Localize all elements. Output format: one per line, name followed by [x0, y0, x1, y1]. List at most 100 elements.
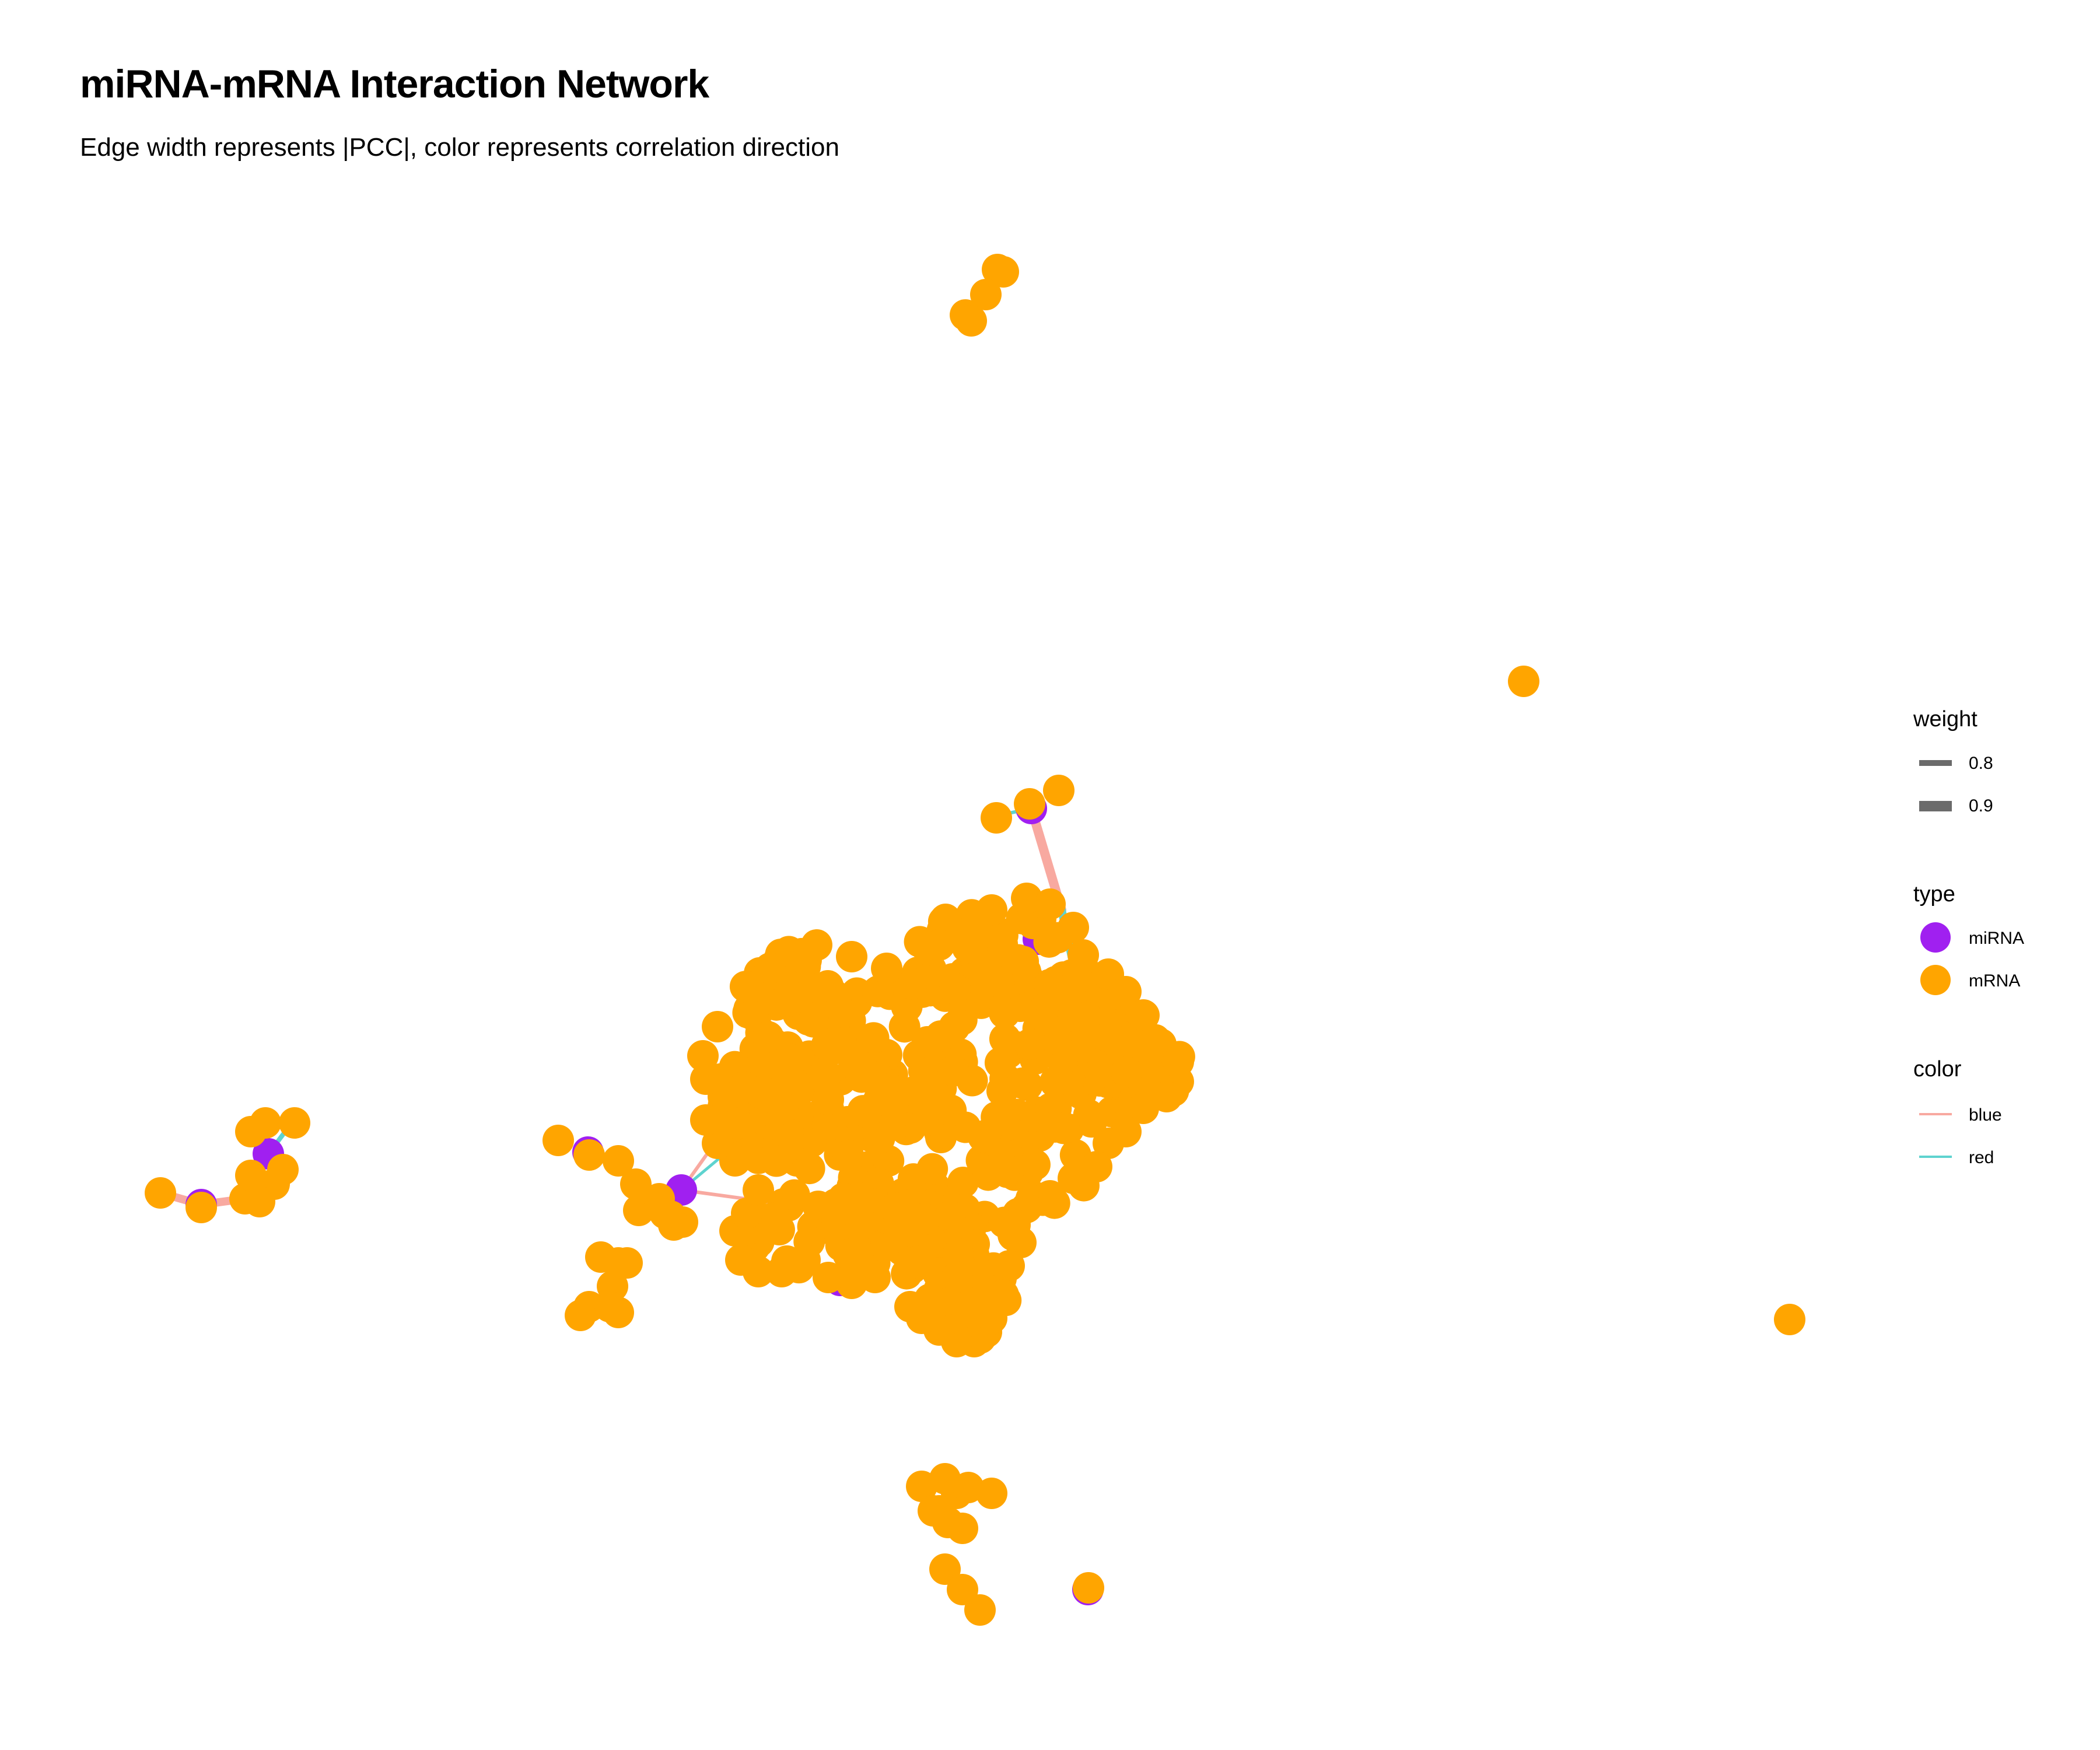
mrna-node: [603, 1145, 634, 1177]
mrna-node: [603, 1297, 634, 1328]
mrna-node: [611, 1247, 643, 1279]
mrna-node: [993, 1250, 1025, 1282]
mrna-node: [895, 968, 928, 1000]
mrna-node: [1032, 1004, 1064, 1036]
legend-type-label-mrna: mRNA: [1969, 971, 2020, 991]
mrna-node: [981, 1153, 1013, 1185]
mrna-node: [1057, 1000, 1089, 1032]
mrna-node: [888, 1011, 921, 1043]
mrna-node: [911, 1026, 943, 1058]
legend-color-title: color: [1913, 1057, 1962, 1082]
mrna-node: [797, 1006, 830, 1038]
mrna-node: [731, 1198, 762, 1229]
mrna-node: [1048, 1112, 1080, 1144]
mrna-node: [981, 802, 1012, 834]
mrna-node: [649, 1198, 681, 1229]
mrna-node: [1073, 1572, 1104, 1604]
mrna-node: [858, 1022, 890, 1054]
mrna-node: [1093, 1128, 1124, 1159]
mrna-node: [766, 1256, 797, 1287]
legend-type-key-mrna: [1920, 965, 1951, 995]
mrna-node: [937, 1055, 970, 1087]
mrna-node: [1014, 788, 1045, 820]
mrna-node: [250, 1107, 281, 1139]
mrna-node: [1014, 1028, 1046, 1060]
mrna-node: [983, 966, 1015, 998]
legend-weight-title: weight: [1913, 707, 1978, 732]
mrna-node: [911, 1051, 943, 1083]
mrna-node: [1034, 1180, 1066, 1212]
mrna-node: [1128, 1093, 1159, 1124]
mrna-node: [941, 1261, 973, 1293]
mrna-node: [988, 1100, 1020, 1132]
mrna-node: [754, 953, 786, 984]
mrna-node: [989, 997, 1021, 1029]
mrna-node: [988, 256, 1019, 288]
mrna-node: [894, 1291, 926, 1322]
mrna-node: [1119, 1023, 1151, 1055]
mrna-node: [1774, 1304, 1805, 1335]
mrna-node: [801, 929, 832, 961]
mrna-node: [939, 1011, 971, 1043]
legend-weight-label-0.9: 0.9: [1969, 796, 1993, 816]
mrna-node: [976, 894, 1007, 926]
mrna-node: [793, 1153, 825, 1185]
chart-subtitle: Edge width represents |PCC|, color repre…: [80, 133, 839, 162]
mrna-node: [942, 1238, 974, 1270]
mrna-node: [871, 953, 902, 984]
legend-type-title: type: [1913, 882, 1955, 907]
mrna-node: [690, 1104, 722, 1136]
mrna-node: [929, 1553, 961, 1585]
mrna-node: [542, 1125, 574, 1156]
mrna-node: [1081, 1151, 1112, 1182]
mrna-node: [964, 1594, 996, 1626]
mrna-node: [949, 1290, 981, 1322]
mrna-node: [1128, 999, 1159, 1031]
mrna-node: [1058, 912, 1089, 943]
mrna-node: [923, 929, 955, 961]
mrna-node: [747, 1078, 779, 1110]
mrna-node: [836, 941, 867, 972]
mrna-node: [725, 1244, 757, 1276]
mrna-node: [923, 1495, 955, 1527]
mrna-node: [970, 279, 1002, 310]
mrna-node: [879, 1192, 911, 1224]
legend-weight-key-0.8: [1919, 760, 1952, 766]
mrna-node: [976, 1303, 1007, 1334]
legend: weight 0.8 0.9 type miRNA mRNA color blu…: [1913, 707, 2024, 1167]
legend-type-label-mirna: miRNA: [1969, 929, 2024, 948]
mrna-node: [1054, 974, 1086, 1006]
legend-color: color blue red: [1913, 1057, 2002, 1167]
mrna-node: [1163, 1046, 1194, 1077]
mrna-node: [1058, 1163, 1089, 1194]
mrna-node: [789, 1244, 821, 1276]
mrna-node: [737, 999, 769, 1031]
mrna-node: [956, 305, 987, 337]
mrna-node: [1043, 775, 1074, 806]
chart-title: miRNA-mRNA Interaction Network: [80, 62, 709, 106]
mrna-node: [947, 1166, 979, 1198]
mrna-node: [778, 1179, 810, 1211]
mrna-node: [1052, 1040, 1084, 1072]
mrna-node: [186, 1192, 217, 1223]
mrna-node: [989, 1023, 1021, 1055]
legend-weight: weight 0.8 0.9: [1913, 707, 1993, 816]
mrna-node: [752, 1021, 784, 1053]
mrna-node: [947, 1574, 978, 1605]
mrna-node: [702, 1011, 733, 1042]
mrna-node: [987, 935, 1019, 967]
node-layer: [145, 254, 1805, 1626]
mrna-node: [1508, 666, 1539, 697]
mrna-node: [1110, 976, 1142, 1007]
mrna-node: [947, 1513, 978, 1544]
mrna-node: [721, 1107, 753, 1139]
mrna-node: [565, 1300, 596, 1331]
mrna-node: [573, 1139, 605, 1171]
legend-color-label-red: red: [1969, 1148, 1994, 1167]
mrna-node: [279, 1107, 310, 1139]
mrna-node: [687, 1040, 719, 1072]
mrna-node: [832, 1139, 864, 1171]
mrna-node: [760, 1145, 792, 1177]
mrna-node: [690, 1063, 722, 1095]
